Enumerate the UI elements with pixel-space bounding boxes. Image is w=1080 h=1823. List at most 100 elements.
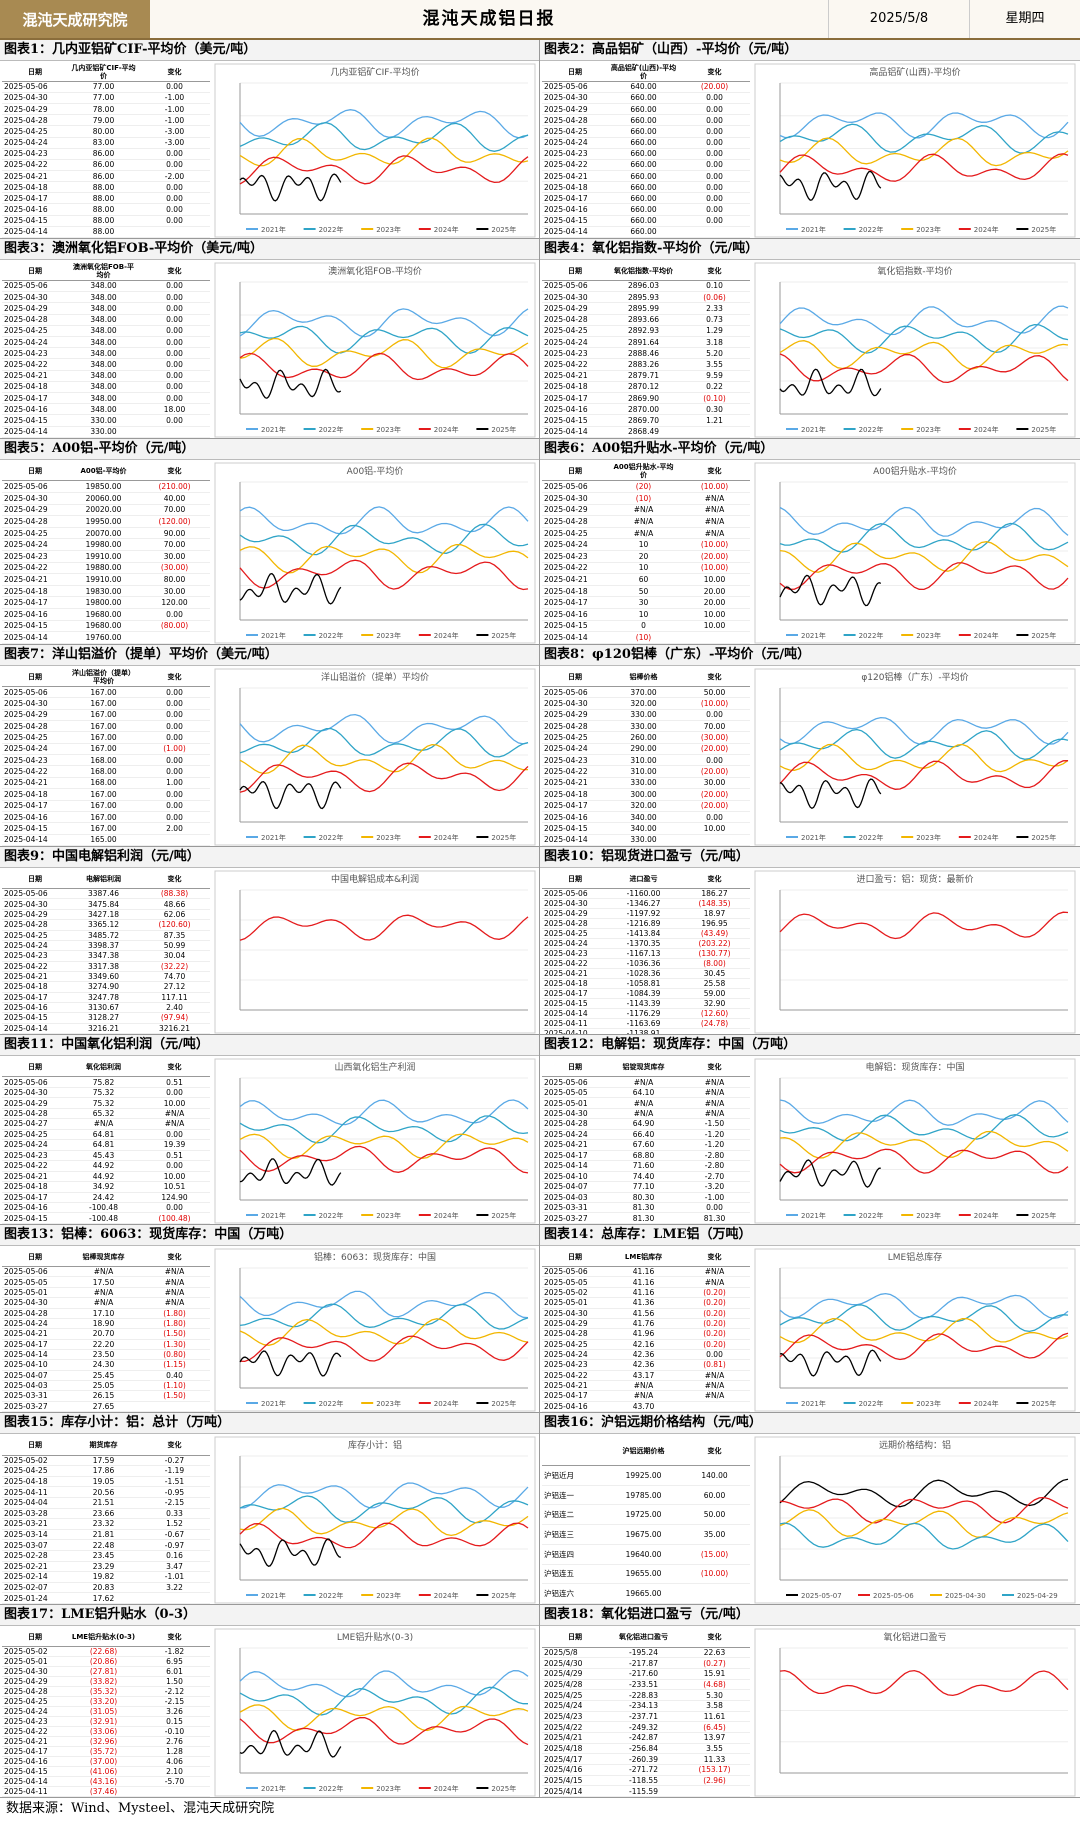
table-cell: 3317.38 [68, 961, 139, 972]
header-cell: 变化 [139, 870, 210, 890]
table-row: 2025-05-01 #N/A #N/A [542, 1097, 750, 1109]
table-cell: 2893.66 [608, 314, 679, 326]
table-cell: 2025-04-23 [2, 1150, 68, 1162]
table-cell: 43.70 [608, 1401, 679, 1412]
legend-label: 2021年 [801, 631, 826, 640]
table-cell: 2025-04-24 [542, 538, 608, 552]
table-cell: 660.00 [608, 125, 679, 138]
chart-frame [754, 1058, 1076, 1224]
table-cell: 2025-04-14 [2, 226, 68, 238]
table-cell: 2025-04-16 [542, 1401, 608, 1412]
table-row: 2025-04-29 3427.18 62.06 [2, 909, 210, 921]
table-cell: 2025-04-14 [542, 834, 608, 846]
table-cell: 2025-04-15 [2, 215, 68, 227]
table-cell: -1.20 [679, 1129, 750, 1141]
panel-title: 图表6：A00铝升贴水-平均价（元/吨） [540, 439, 1080, 460]
table-cell: (35.72) [68, 1746, 139, 1757]
table-cell: 0.00 [139, 720, 210, 733]
table-cell: 10.00 [679, 608, 750, 621]
header-cell: 日期 [542, 1628, 608, 1648]
table-cell: 41.16 [608, 1276, 679, 1288]
table-row: 2025-04-07 25.45 0.40 [2, 1370, 210, 1381]
table-cell: 2025-04-28 [2, 919, 68, 931]
table-row: 2025-04-17 24.42 124.90 [2, 1192, 210, 1203]
legend-label: 2024年 [974, 833, 999, 842]
table-cell: 330.00 [608, 720, 679, 733]
table-row: 2025-04-17 167.00 0.00 [2, 800, 210, 812]
table-cell: 0.00 [679, 114, 750, 127]
table-row: 2025-04-11 (37.46) [2, 1786, 210, 1797]
table-cell: -1.01 [139, 1571, 210, 1583]
legend-label: 2024年 [434, 1211, 459, 1220]
legend-label: 2023年 [376, 1399, 401, 1408]
table-cell: 59.00 [679, 988, 750, 999]
decor-line [779, 153, 1069, 182]
header-cell: 变化 [679, 1628, 750, 1648]
table-cell: 30.00 [679, 777, 750, 790]
table-cell: 348.00 [68, 291, 139, 304]
table-cell: 32.90 [679, 998, 750, 1009]
header-cell: 日期 [542, 262, 608, 281]
table-row: 2025-04-17 22.20 (1.30) [2, 1339, 210, 1350]
legend-label: 2022年 [859, 225, 884, 234]
table-row: 2025-04-24 66.40 -1.20 [542, 1129, 750, 1141]
table-cell: -3.00 [139, 137, 210, 149]
table-row: 2025-04-29 2895.99 2.33 [542, 302, 750, 315]
table-row: 2025-04-17 3247.78 117.11 [2, 992, 210, 1003]
table-cell: 2025-04-29 [2, 504, 68, 517]
table-cell: 4.06 [139, 1756, 210, 1767]
legend-label: 2022年 [859, 631, 884, 640]
table-row: 2025-04-18 300.00 (20.00) [542, 788, 750, 801]
panel: 图表18：氧化铝进口盈亏（元/吨） 日期 氧化铝进口盈亏 变化 2025/5/8 -195… [540, 1605, 1080, 1797]
table-cell: 2025-04-29 [542, 302, 608, 315]
table-cell: 0.00 [679, 754, 750, 767]
table-cell: 5.30 [679, 1689, 750, 1701]
chart-frame [214, 462, 536, 644]
table-cell: 2025-03-28 [2, 1508, 68, 1520]
data-table: 日期 电解铝利润 变化 2025-05-06 3387.46 (88.38) 2025-04… [2, 870, 210, 1034]
table-row: 2025-04-25 348.00 0.00 [2, 325, 210, 337]
table-cell: 88.00 [68, 215, 139, 227]
table-row: 2025-04-18 2870.12 0.22 [542, 381, 750, 394]
legend-label: 2021年 [261, 1211, 286, 1220]
legend-label: 2025年 [491, 1591, 516, 1600]
table-cell: 75.32 [68, 1097, 139, 1109]
table-row: 2025-04-28 -1216.89 196.95 [542, 918, 750, 929]
table-row: 2025-04-22 44.92 0.00 [2, 1160, 210, 1172]
table-cell: (32.96) [68, 1736, 139, 1747]
legend-label: 2021年 [261, 631, 286, 640]
table-cell: 3427.18 [68, 909, 139, 921]
table-row: 2025-04-24 3398.37 50.99 [2, 940, 210, 952]
table-cell: 沪铝连一 [542, 1485, 608, 1506]
table-row: 2025-04-28 (35.32) -2.12 [2, 1686, 210, 1697]
table-cell: #N/A [139, 1287, 210, 1299]
table-cell: 2025-04-29 [2, 103, 68, 116]
table-cell: 42.36 [608, 1359, 679, 1371]
table-cell: 2025-04-22 [542, 765, 608, 778]
decor-line [779, 1304, 1069, 1333]
table-cell: 2025-04-24 [2, 743, 68, 756]
table-cell: 17.59 [68, 1455, 139, 1467]
table-cell: 2025-04-22 [2, 1726, 68, 1737]
table-cell: 660.00 [608, 137, 679, 149]
table-row: 2025-04-14 3216.21 3216.21 [2, 1023, 210, 1034]
table-cell: 167.00 [68, 822, 139, 835]
table-cell: 26.15 [68, 1390, 139, 1402]
table-cell: 0.00 [139, 414, 210, 427]
table-cell: 2025-05-06 [2, 686, 68, 699]
data-table: 日期 进口盈亏 变化 2025-05-06 -1160.00 186.27 2025-04-… [542, 870, 750, 1034]
table-row: 2025-04-16 43.70 [542, 1401, 750, 1412]
table-cell: #N/A [608, 504, 679, 517]
table-cell: 79.00 [68, 114, 139, 127]
table-cell: 0.30 [679, 403, 750, 416]
table-cell: -233.51 [608, 1679, 679, 1691]
table-cell: 81.30 [679, 1212, 750, 1224]
table-cell: 19910.00 [68, 550, 139, 563]
table-row: 2025-05-06 75.82 0.51 [2, 1076, 210, 1088]
table-cell [139, 226, 210, 238]
table-cell: 0.00 [679, 1202, 750, 1214]
table-row: 2025-04-23 -1167.13 (130.77) [542, 948, 750, 959]
table-cell: 0.00 [139, 314, 210, 326]
chart: 进口盈亏：铝：现货：最新价 [754, 870, 1076, 1034]
decor-line [239, 173, 342, 202]
